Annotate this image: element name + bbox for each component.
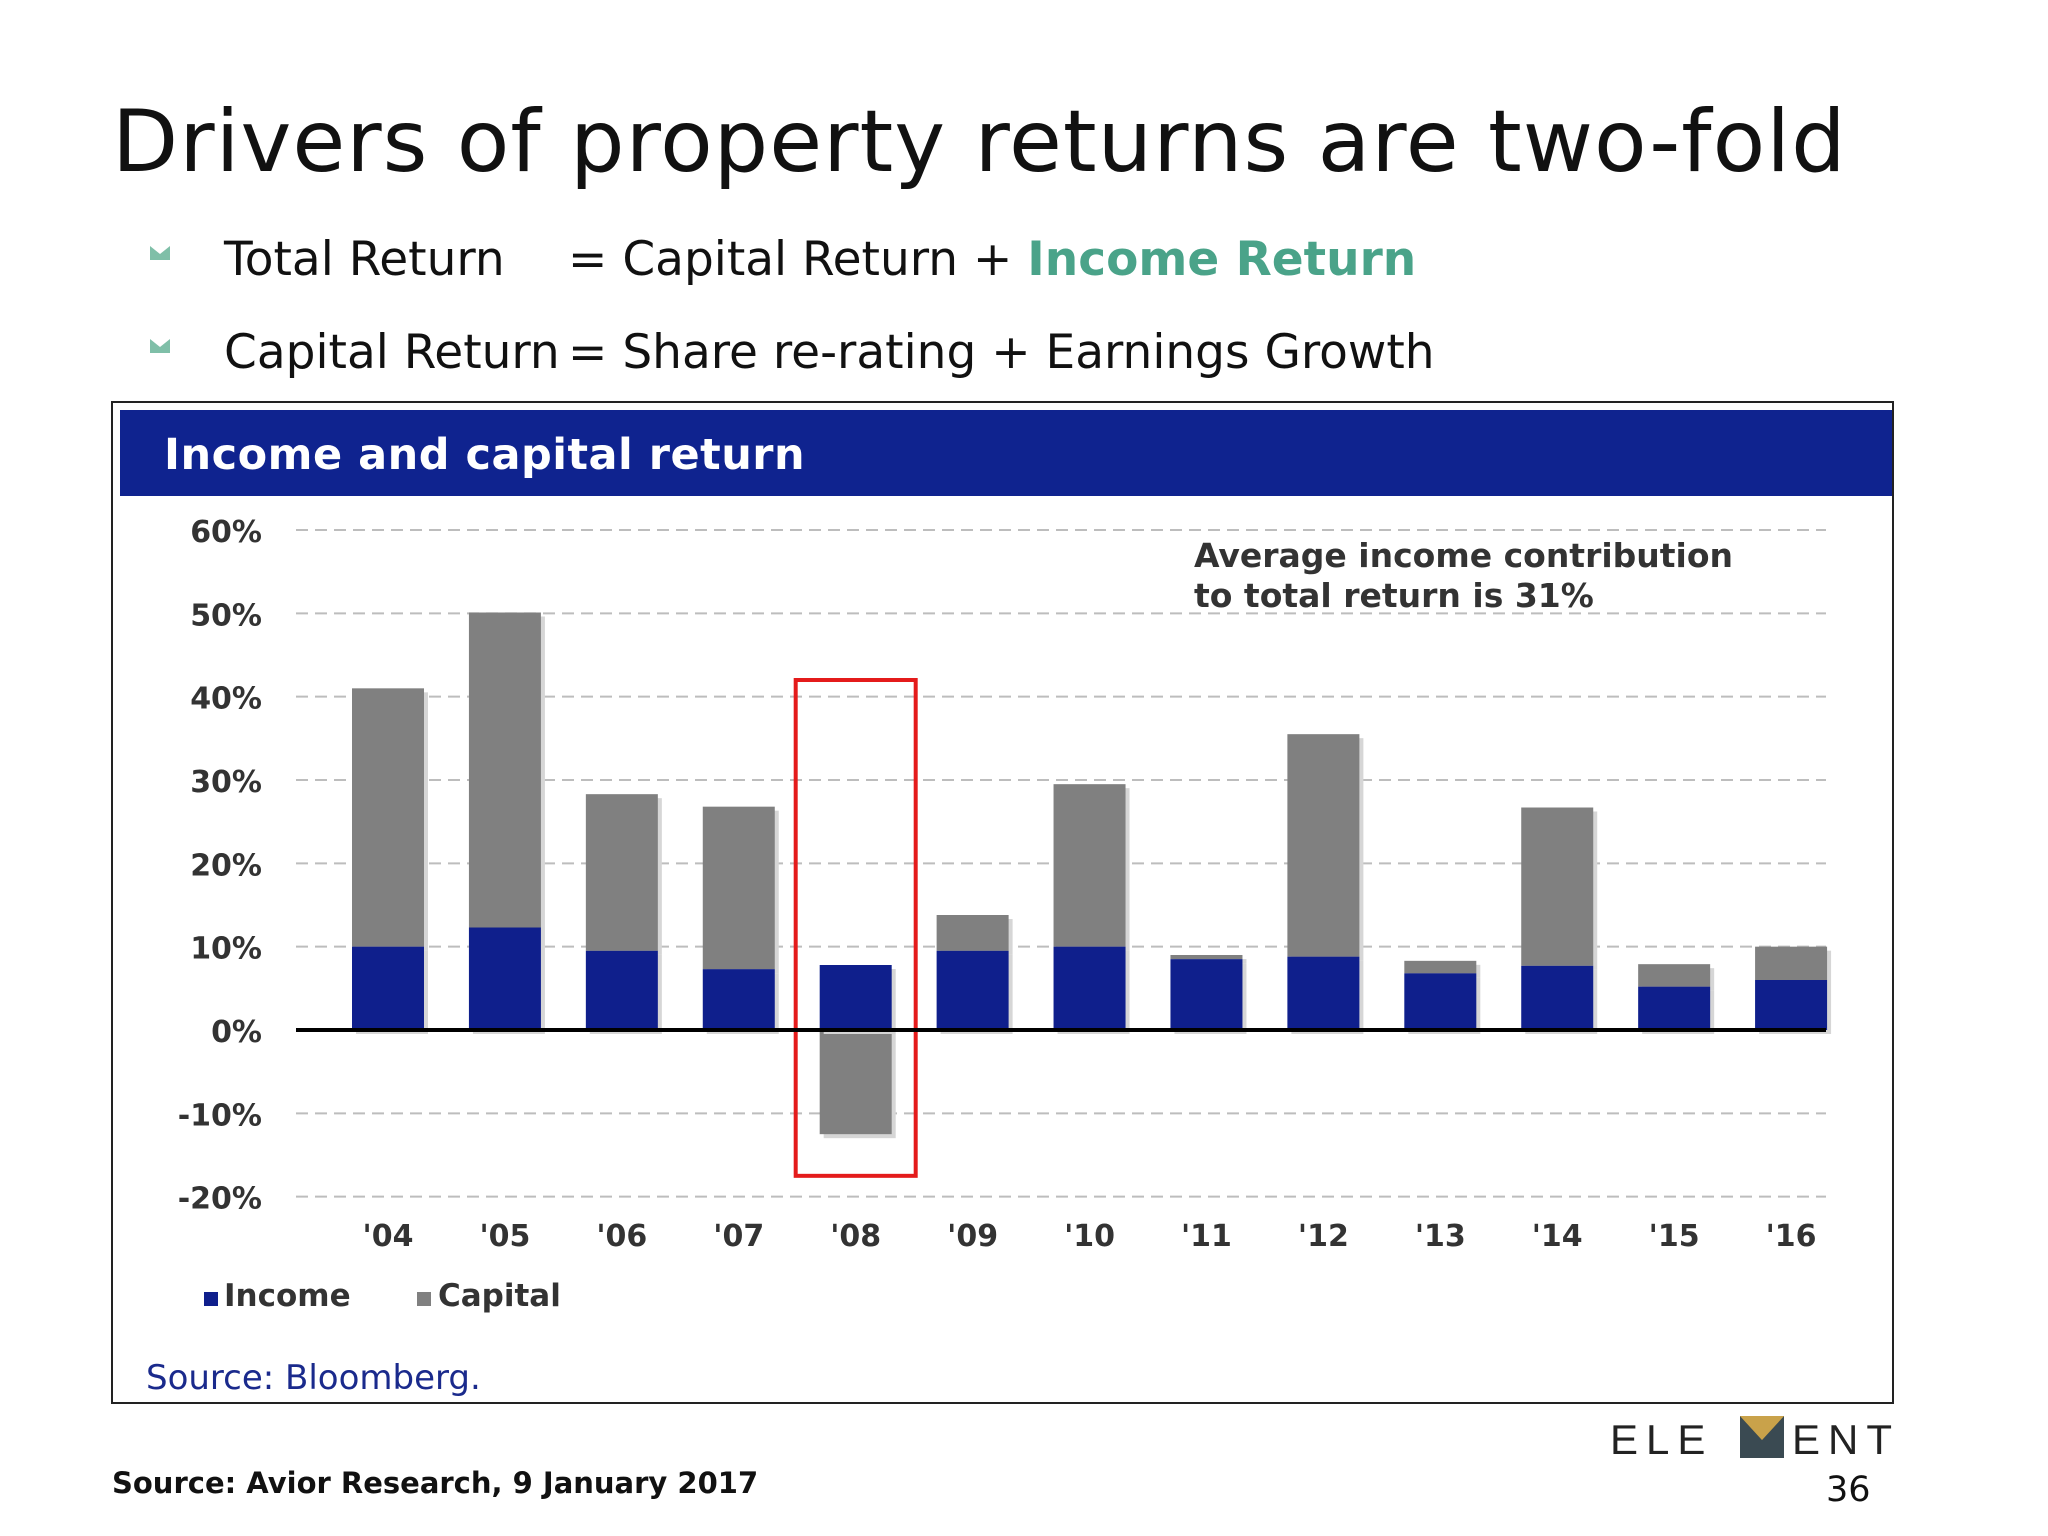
bar-capital: [702, 806, 775, 970]
bar-income: [1053, 946, 1126, 1030]
annotation-text: Average income contribution: [1194, 536, 1733, 575]
bar-income: [1404, 973, 1477, 1030]
x-tick-label: '09: [947, 1219, 998, 1254]
chart-title: Income and capital return: [164, 430, 806, 480]
chart-source: Source: Bloomberg.: [146, 1358, 481, 1398]
annotation-text: to total return is 31%: [1194, 576, 1594, 615]
x-tick-label: '14: [1532, 1219, 1583, 1254]
bar-income: [1755, 980, 1828, 1030]
logo-text-right: ENT: [1792, 1416, 1900, 1462]
page-number: 36: [1826, 1470, 1871, 1510]
y-tick-label: 10%: [190, 932, 262, 967]
bar-income: [1521, 965, 1594, 1030]
bar-income: [468, 927, 541, 1030]
x-tick-label: '05: [479, 1219, 530, 1254]
bar-capital: [1170, 955, 1243, 960]
bar-income: [1287, 956, 1360, 1030]
bullet-lhs: Capital Return: [224, 325, 560, 380]
x-tick-label: '15: [1649, 1219, 1700, 1254]
bar-capital: [1287, 734, 1360, 957]
y-tick-label: 40%: [190, 682, 262, 717]
logo-mark-icon: [1740, 1416, 1784, 1458]
bullet-lhs: Total Return: [224, 232, 505, 287]
bar-income: [1170, 959, 1243, 1030]
y-tick-label: 30%: [190, 765, 262, 800]
x-tick-label: '04: [363, 1219, 414, 1254]
bar-capital: [1755, 946, 1828, 980]
highlight-box: [793, 678, 918, 1178]
y-tick-label: 20%: [190, 848, 262, 883]
bar-capital: [936, 915, 1009, 951]
x-tick-label: '07: [713, 1219, 764, 1254]
income-return-highlight: Income Return: [1027, 232, 1417, 287]
bullet-equation: = Capital Return + Income Return: [568, 232, 1417, 287]
bar-capital: [1638, 964, 1711, 987]
bullet-marker-icon: [150, 246, 170, 260]
bar-income: [352, 946, 424, 1030]
element-logo: ELE ENT: [1610, 1416, 1900, 1462]
y-tick-label: 50%: [190, 598, 262, 633]
x-tick-label: '16: [1766, 1219, 1817, 1254]
bar-capital: [1404, 960, 1477, 974]
bar-capital: [819, 1030, 892, 1135]
legend-swatch-capital: [417, 1292, 431, 1306]
logo-text-left: ELE: [1610, 1416, 1713, 1462]
bar-capital: [1521, 807, 1594, 966]
legend-swatch-income: [204, 1292, 218, 1306]
bar-income: [585, 950, 658, 1030]
bar-capital: [468, 612, 541, 928]
bar-capital: [585, 794, 658, 951]
legend-label-income: Income: [224, 1278, 351, 1314]
y-tick-label: 60%: [190, 515, 262, 550]
footnote: Source: Avior Research, 9 January 2017: [112, 1466, 759, 1500]
bar-income: [1638, 986, 1711, 1030]
x-tick-label: '06: [596, 1219, 647, 1254]
bar-capital: [352, 688, 424, 947]
chart-header: Income and capital return: [120, 410, 1892, 496]
y-tick-label: 0%: [211, 1015, 262, 1050]
bar-capital: [1053, 784, 1126, 947]
bullet-marker-icon: [150, 339, 170, 353]
bar-income: [819, 965, 892, 1030]
x-tick-label: '12: [1298, 1219, 1349, 1254]
x-tick-label: '13: [1415, 1219, 1466, 1254]
bar-income: [702, 969, 775, 1030]
legend-label-capital: Capital: [438, 1278, 561, 1314]
slide-title: Drivers of property returns are two-fold: [112, 92, 1847, 192]
x-tick-label: '10: [1064, 1219, 1115, 1254]
x-tick-label: '11: [1181, 1219, 1232, 1254]
y-tick-label: -10%: [178, 1098, 262, 1133]
y-tick-label: -20%: [178, 1182, 262, 1217]
bar-chart: 60% 50% 40% 30% 20% 10% 0% -10% -20% '04 '05 '06 '07…: [178, 515, 1832, 1314]
bar-income: [936, 950, 1009, 1030]
bullet-equation: = Share re-rating + Earnings Growth: [568, 325, 1435, 380]
x-tick-label: '08: [830, 1219, 881, 1254]
